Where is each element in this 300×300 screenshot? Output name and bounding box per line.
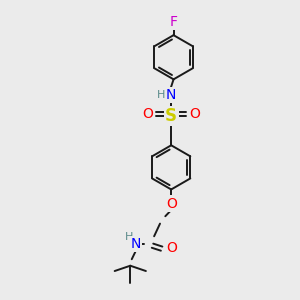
Text: S: S: [165, 107, 177, 125]
Text: O: O: [166, 241, 177, 255]
Text: O: O: [189, 107, 200, 122]
Text: N: N: [131, 237, 141, 250]
Text: F: F: [169, 15, 178, 29]
Text: H: H: [157, 90, 165, 100]
Text: O: O: [142, 107, 153, 122]
Text: H: H: [125, 232, 134, 242]
Text: N: N: [166, 88, 176, 102]
Text: O: O: [166, 196, 177, 211]
